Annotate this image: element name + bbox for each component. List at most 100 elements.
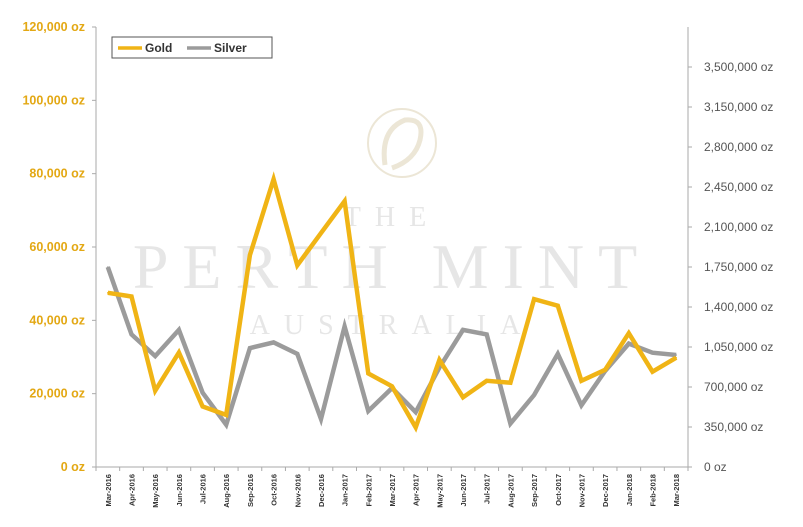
silver-data-point [367, 410, 370, 412]
silver-data-point [485, 333, 488, 336]
gold-data-point [178, 351, 180, 354]
silver-data-point [178, 329, 180, 331]
legend-silver-label: Silver [214, 41, 247, 55]
watermark-line-2: PERTH MINT [133, 231, 651, 302]
left-axis-ticks: 0 oz 20,000 oz 40,000 oz 60,000 oz 80,000 oz… [22, 20, 96, 474]
left-tick-label: 80,000 oz [29, 167, 85, 181]
right-tick-label: 1,750,000 oz [704, 260, 773, 274]
gold-data-point [628, 332, 630, 334]
x-tick-label: Apr-2017 [412, 474, 421, 506]
silver-data-point [201, 391, 204, 394]
right-axis-ticks: 0 oz 350,000 oz 700,000 oz 1,050,000 oz 1,40… [688, 60, 773, 474]
x-tick-label: Jul-2017 [483, 474, 492, 504]
right-tick-label: 2,450,000 oz [704, 180, 773, 194]
silver-data-point [154, 355, 156, 357]
silver-data-point [343, 325, 346, 328]
right-tick-label: 3,150,000 oz [704, 100, 773, 114]
right-tick-label: 350,000 oz [704, 420, 763, 434]
x-tick-label: Feb-2017 [364, 474, 373, 507]
silver-data-point [580, 404, 583, 407]
silver-data-point [509, 422, 512, 425]
x-tick-label: Jun-2017 [459, 474, 468, 507]
gold-data-point [485, 380, 488, 382]
right-tick-label: 2,800,000 oz [704, 140, 773, 154]
silver-data-point [130, 333, 133, 336]
gold-data-point [462, 396, 464, 399]
gold-data-point [107, 292, 109, 294]
x-tick-label: Sep-2016 [246, 474, 255, 507]
x-tick-label: Dec-2017 [601, 474, 610, 507]
left-tick-label: 120,000 oz [22, 20, 85, 34]
right-tick-label: 1,400,000 oz [704, 300, 773, 314]
x-tick-label: Mar-2016 [104, 474, 113, 507]
swan-logo-icon [367, 108, 437, 178]
perth-mint-watermark: THE PERTH MINT AUSTRALIA [133, 108, 651, 341]
left-tick-label: 20,000 oz [29, 387, 85, 401]
silver-data-point [533, 394, 535, 396]
gold-data-point [675, 356, 677, 359]
silver-data-point [320, 418, 322, 420]
x-tick-label: Jan-2018 [625, 474, 634, 506]
silver-data-point [296, 353, 299, 355]
right-tick-label: 1,050,000 oz [704, 340, 773, 354]
watermark-line-1: THE [344, 202, 440, 233]
gold-data-point [391, 385, 393, 388]
legend-gold-label: Gold [145, 41, 172, 55]
gold-data-point [556, 304, 559, 307]
gold-data-point [533, 298, 535, 300]
silver-data-point [414, 411, 417, 413]
x-tick-label: Mar-2017 [388, 474, 397, 507]
x-tick-label: Oct-2017 [554, 474, 563, 506]
silver-data-point [462, 329, 464, 331]
gold-data-point [272, 178, 275, 180]
right-tick-label: 3,500,000 oz [704, 60, 773, 74]
x-tick-label: May-2016 [151, 474, 160, 508]
x-tick-label: Aug-2017 [506, 474, 515, 508]
gold-data-point [249, 254, 251, 256]
silver-data-point [556, 353, 559, 355]
silver-data-point [628, 342, 630, 345]
gold-data-point [225, 414, 228, 416]
x-tick-label: May-2017 [435, 474, 444, 508]
x-tick-label: Dec-2016 [317, 474, 326, 507]
x-tick-label: Apr-2016 [128, 474, 137, 506]
x-tick-label: Jul-2016 [199, 474, 208, 504]
silver-data-point [675, 354, 677, 356]
gold-data-point [509, 381, 512, 384]
x-tick-label: Feb-2018 [648, 474, 657, 507]
x-tick-label: Jan-2017 [341, 474, 350, 506]
gold-data-point [296, 264, 299, 267]
silver-data-point [272, 341, 275, 344]
left-tick-label: 0 oz [61, 460, 85, 474]
gold-data-point [438, 359, 441, 361]
gold-data-point [604, 369, 606, 371]
x-tick-label: Nov-2017 [577, 474, 586, 507]
legend: Gold Silver [111, 36, 273, 59]
x-tick-label: Oct-2016 [270, 474, 279, 506]
x-tick-label: Jun-2016 [175, 474, 184, 507]
x-tick-label: Aug-2016 [222, 474, 231, 508]
right-tick-label: 700,000 oz [704, 380, 763, 394]
x-tick-label: Mar-2018 [672, 474, 681, 507]
watermark-line-3: AUSTRALIA [250, 310, 535, 341]
x-tick-label: Nov-2016 [293, 474, 302, 507]
silver-data-point [225, 423, 228, 426]
gold-data-point [201, 405, 204, 408]
left-tick-label: 60,000 oz [29, 240, 85, 254]
gold-data-point [580, 380, 583, 382]
gold-data-point [320, 232, 322, 234]
left-tick-label: 100,000 oz [22, 93, 85, 107]
right-tick-label: 0 oz [704, 460, 727, 474]
x-axis-ticks: Mar-2016 Apr-2016 May-2016 Jun-2016 Jul-2016… [95, 467, 689, 508]
silver-data-point [651, 351, 654, 354]
gold-data-point [130, 295, 133, 298]
x-tick-label: Sep-2017 [530, 474, 539, 507]
gold-data-point [651, 370, 654, 373]
left-tick-label: 40,000 oz [29, 313, 85, 327]
silver-data-point [107, 266, 109, 268]
right-tick-label: 2,100,000 oz [704, 220, 773, 234]
gold-data-point [154, 389, 156, 392]
silver-data-point [249, 347, 251, 349]
gold-data-point [343, 200, 346, 202]
